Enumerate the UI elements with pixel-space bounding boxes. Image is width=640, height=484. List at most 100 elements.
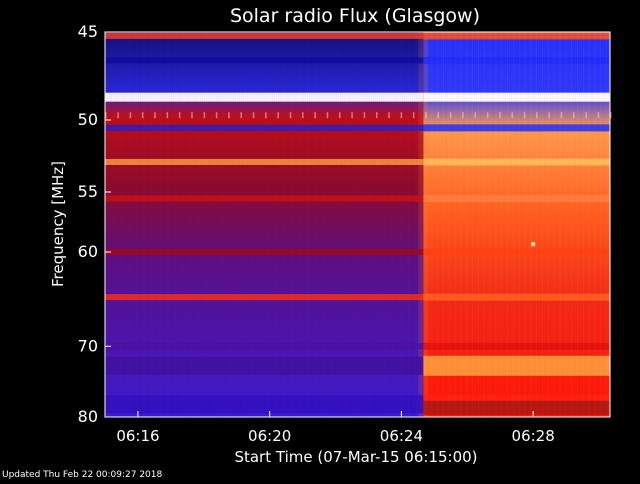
white-band-marker bbox=[339, 112, 341, 119]
y-tick-label: 45 bbox=[78, 22, 98, 41]
vertical-texture-stripe bbox=[444, 32, 446, 417]
vertical-texture-stripe bbox=[563, 32, 565, 417]
vertical-texture-stripe bbox=[186, 32, 188, 417]
white-band-marker bbox=[388, 112, 390, 119]
vertical-texture-stripe bbox=[532, 32, 534, 417]
vertical-texture-stripe bbox=[213, 32, 215, 417]
vertical-texture-stripe bbox=[252, 32, 254, 417]
vertical-texture-stripe bbox=[437, 32, 439, 417]
vertical-texture-stripe bbox=[450, 32, 452, 417]
vertical-texture-stripe bbox=[365, 32, 367, 417]
vertical-texture-stripe bbox=[559, 32, 561, 417]
white-band-marker bbox=[474, 112, 477, 119]
vertical-texture-stripe bbox=[155, 32, 157, 417]
vertical-texture-stripe bbox=[225, 32, 227, 417]
white-band-marker bbox=[154, 112, 156, 119]
vertical-texture-stripe bbox=[466, 32, 468, 417]
vertical-texture-stripe bbox=[295, 32, 297, 417]
spectral-band-before bbox=[105, 356, 424, 375]
vertical-texture-stripe bbox=[553, 32, 555, 417]
white-band-marker bbox=[573, 112, 575, 119]
vertical-texture-stripe bbox=[604, 32, 606, 417]
vertical-texture-stripe bbox=[266, 32, 268, 417]
vertical-texture-stripe bbox=[592, 32, 594, 417]
vertical-texture-stripe bbox=[545, 32, 547, 417]
vertical-texture-stripe bbox=[275, 32, 277, 417]
x-axis-label: Start Time (07-Mar-15 06:15:00) bbox=[234, 448, 477, 466]
vertical-texture-stripe bbox=[200, 32, 202, 417]
vertical-texture-stripe bbox=[425, 32, 427, 417]
vertical-texture-stripe bbox=[565, 32, 567, 417]
vertical-texture-stripe bbox=[314, 32, 316, 417]
white-band-marker bbox=[486, 112, 489, 119]
white-band-marker bbox=[499, 112, 501, 119]
vertical-texture-stripe bbox=[242, 32, 244, 417]
vertical-texture-stripe bbox=[442, 32, 444, 417]
vertical-texture-stripe bbox=[359, 32, 361, 417]
vertical-texture-stripe bbox=[277, 32, 279, 417]
vertical-texture-stripe bbox=[159, 32, 161, 417]
spectral-band-before bbox=[105, 32, 424, 39]
vertical-texture-stripe bbox=[301, 32, 303, 417]
vertical-texture-stripe bbox=[479, 32, 481, 417]
vertical-texture-stripe bbox=[392, 32, 394, 417]
y-tick-label: 80 bbox=[78, 407, 98, 426]
vertical-texture-stripe bbox=[578, 32, 580, 417]
vertical-texture-stripe bbox=[584, 32, 586, 417]
x-tick-label: 06:16 bbox=[116, 427, 159, 445]
vertical-texture-stripe bbox=[198, 32, 200, 417]
vertical-texture-stripe bbox=[374, 32, 376, 417]
y-tick-label: 50 bbox=[78, 110, 98, 129]
white-band-marker bbox=[265, 112, 267, 119]
vertical-texture-stripe bbox=[549, 32, 551, 417]
white-band-marker bbox=[326, 112, 329, 119]
vertical-texture-stripe bbox=[204, 32, 206, 417]
white-band-marker bbox=[277, 112, 279, 119]
vertical-texture-stripe bbox=[132, 32, 134, 417]
vertical-texture-stripe bbox=[408, 32, 409, 417]
vertical-texture-stripe bbox=[588, 32, 590, 417]
vertical-texture-stripe bbox=[149, 32, 151, 417]
white-band-marker bbox=[252, 112, 255, 119]
vertical-texture-stripe bbox=[134, 32, 136, 417]
vertical-texture-stripe bbox=[143, 32, 145, 417]
vertical-texture-stripe bbox=[312, 32, 314, 417]
white-band-marker bbox=[610, 112, 612, 119]
y-tick-label: 60 bbox=[78, 242, 98, 261]
vertical-texture-stripe bbox=[326, 32, 328, 417]
burst-spot bbox=[531, 242, 536, 247]
vertical-texture-stripe bbox=[219, 32, 221, 417]
vertical-texture-stripe bbox=[543, 32, 545, 417]
vertical-texture-stripe bbox=[289, 32, 291, 417]
vertical-texture-stripe bbox=[415, 32, 417, 417]
vertical-texture-stripe bbox=[318, 32, 320, 417]
white-band-marker bbox=[548, 112, 550, 119]
vertical-texture-stripe bbox=[534, 32, 536, 417]
vertical-texture-stripe bbox=[320, 32, 322, 417]
spectral-band-before bbox=[105, 124, 424, 131]
vertical-texture-stripe bbox=[606, 32, 608, 417]
vertical-texture-stripe bbox=[106, 32, 108, 417]
vertical-texture-stripe bbox=[423, 32, 425, 417]
vertical-texture-stripe bbox=[178, 32, 180, 417]
vertical-texture-stripe bbox=[227, 32, 229, 417]
vertical-texture-stripe bbox=[330, 32, 332, 417]
white-band-marker bbox=[597, 112, 600, 119]
vertical-texture-stripe bbox=[378, 32, 380, 417]
y-axis: 45 50 55 60 70 80 bbox=[78, 22, 111, 426]
vertical-texture-stripe bbox=[411, 32, 413, 417]
vertical-texture-stripe bbox=[235, 32, 237, 417]
vertical-texture-stripe bbox=[481, 32, 483, 417]
vertical-texture-stripe bbox=[361, 32, 363, 417]
vertical-texture-stripe bbox=[373, 32, 375, 417]
vertical-texture-stripe bbox=[576, 32, 578, 417]
x-tick-label: 06:28 bbox=[512, 427, 555, 445]
white-band-marker bbox=[129, 112, 132, 119]
vertical-texture-stripe bbox=[262, 32, 264, 417]
vertical-texture-stripe bbox=[542, 32, 544, 417]
vertical-texture-stripe bbox=[483, 32, 485, 417]
vertical-texture-stripe bbox=[308, 32, 310, 417]
vertical-texture-stripe bbox=[419, 32, 421, 417]
vertical-texture-stripe bbox=[485, 32, 487, 417]
vertical-texture-stripe bbox=[260, 32, 262, 417]
